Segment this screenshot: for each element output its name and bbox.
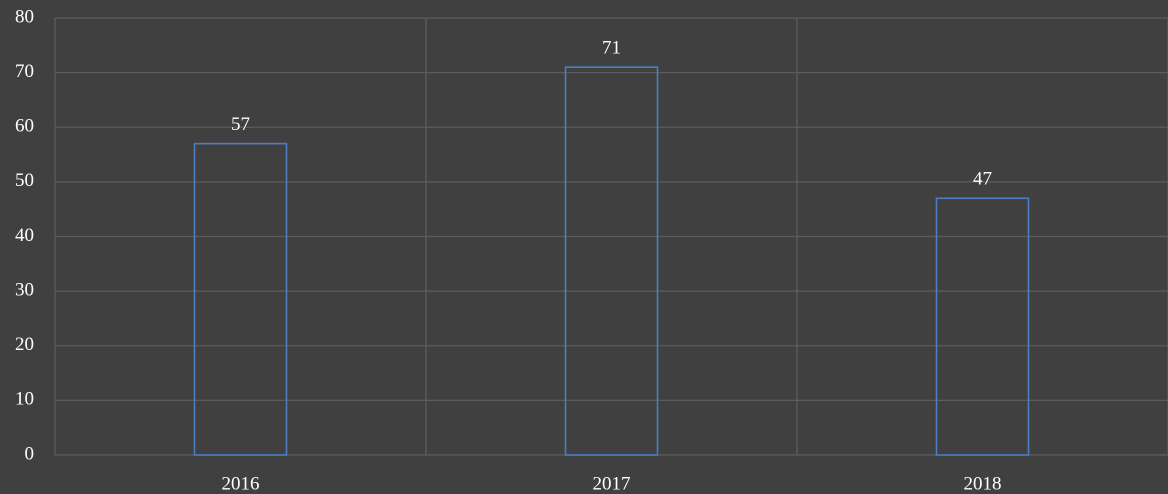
y-tick-label: 50 bbox=[15, 170, 34, 191]
bar bbox=[564, 66, 659, 456]
x-tick-label: 2016 bbox=[222, 473, 260, 494]
bar bbox=[193, 142, 288, 456]
data-label: 57 bbox=[231, 114, 250, 135]
bar bbox=[935, 197, 1030, 456]
y-tick-label: 70 bbox=[15, 61, 34, 82]
x-tick-label: 2017 bbox=[593, 473, 631, 494]
y-tick-label: 0 bbox=[25, 443, 35, 464]
y-tick-label: 20 bbox=[15, 334, 34, 355]
y-tick-label: 40 bbox=[15, 225, 34, 246]
data-label: 47 bbox=[973, 169, 992, 190]
y-tick-label: 80 bbox=[15, 6, 34, 27]
y-tick-label: 10 bbox=[15, 389, 34, 410]
x-tick-label: 2018 bbox=[964, 473, 1002, 494]
y-tick-label: 60 bbox=[15, 116, 34, 137]
y-tick-label: 30 bbox=[15, 279, 34, 300]
data-label: 71 bbox=[602, 38, 621, 59]
